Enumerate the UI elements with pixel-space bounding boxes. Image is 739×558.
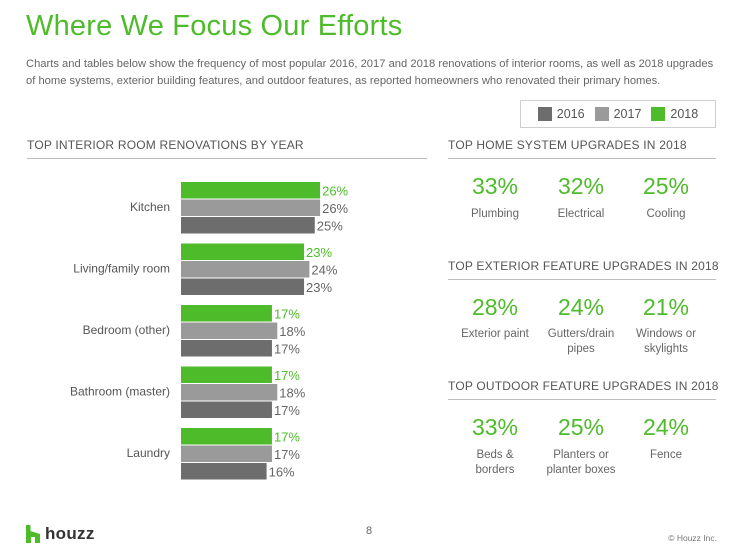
panel-rule-home-systems [448,158,716,159]
data-label-2016: 17% [274,403,300,418]
data-label-2017: 17% [274,447,300,462]
data-label-2017: 18% [279,324,305,339]
stat-value-exterior-paint: 28% [471,294,519,320]
stat-label-electrical: Electrical [557,208,605,220]
bar-2018 [181,428,272,445]
page-number: 8 [366,525,373,537]
bar-2016 [181,401,272,418]
panel-title-outdoor: TOP OUTDOOR FEATURE UPGRADES IN 2018 [448,379,719,393]
stat-value-gutters: 24% [557,294,605,320]
data-label-2018: 23% [306,245,332,260]
bar-2017 [181,384,278,401]
bar-2017 [181,445,272,462]
legend-swatch-2016 [537,107,552,121]
stat-label-plumbing: Plumbing [471,208,519,220]
intro-text: Charts and tables below show the frequen… [26,58,714,87]
legend-item-2018: 2018 [651,107,698,121]
legend-swatch-2017 [594,107,609,121]
stat-value-cooling: 25% [642,173,690,199]
bar-2016 [181,278,305,295]
page-title: Where We Focus Our Efforts [26,10,403,42]
legend-swatch-2018 [651,107,666,121]
data-label-2016: 23% [306,280,332,295]
category-label: Laundry [127,446,170,460]
bar-2018 [181,243,305,260]
stat-label-cooling: Cooling [646,208,686,220]
panel-title-home-systems: TOP HOME SYSTEM UPGRADES IN 2018 [448,138,687,152]
data-label-2016: 25% [317,219,343,234]
stat-value-beds-borders: 33% [471,414,519,440]
chart-title: TOP INTERIOR ROOM RENOVATIONS BY YEAR [27,138,304,152]
bar-2017 [181,322,278,339]
bar-2018 [181,182,321,199]
panel-title-exterior: TOP EXTERIOR FEATURE UPGRADES IN 2018 [448,259,719,273]
panel-rule-exterior [448,279,716,280]
stat-label-windows: Windows or skylights [635,328,697,355]
data-label-2018: 17% [274,368,300,383]
category-label: Kitchen [130,200,170,214]
bar-2016 [181,340,272,357]
data-label-2017: 18% [279,386,305,401]
legend-label-2016: 2016 [556,107,585,121]
stat-label-gutters: Gutters/drain pipes [547,328,615,355]
data-label-2016: 17% [274,342,300,357]
houzz-logo[interactable]: houzz [26,524,95,544]
chart-title-rule [27,158,427,159]
bar-2017 [181,199,321,216]
bar-2017 [181,261,310,278]
stat-value-plumbing: 33% [471,173,519,199]
panel-rule-outdoor [448,399,716,400]
bar-2018 [181,366,272,383]
bar-2018 [181,305,272,322]
data-label-2018: 26% [322,184,348,199]
houzz-logo-icon [26,525,40,543]
legend-label-2018: 2018 [670,107,699,121]
data-label-2018: 17% [274,430,300,445]
houzz-logo-text: houzz [45,524,95,543]
stat-label-planters: Planters or planter boxes [546,449,616,476]
stat-label-exterior-paint: Exterior paint [461,328,529,340]
stat-label-fence: Fence [650,449,682,461]
stat-value-windows: 21% [642,294,690,320]
data-label-2016: 16% [269,465,295,480]
data-label-2018: 17% [274,307,300,322]
interior-renovations-bar-chart: Kitchen 26% 26% 25% Living/family room 23% 24%… [70,182,349,480]
category-label: Bedroom (other) [83,323,170,337]
stat-label-beds-borders: Beds & borders [475,449,515,476]
stat-value-fence: 24% [642,414,690,440]
chart-legend: 2016 2017 2018 [520,100,716,128]
stat-value-planters: 25% [557,414,605,440]
bar-2016 [181,463,267,480]
legend-item-2016: 2016 [537,107,585,121]
copyright: © Houzz Inc. [668,533,717,543]
data-label-2017: 26% [322,201,348,216]
category-label: Living/family room [73,261,170,275]
stat-value-electrical: 32% [557,173,605,199]
data-label-2017: 24% [311,263,337,278]
bar-2016 [181,217,315,234]
legend-item-2017: 2017 [594,107,642,121]
category-label: Bathroom (master) [70,384,170,398]
legend-label-2017: 2017 [613,107,642,121]
